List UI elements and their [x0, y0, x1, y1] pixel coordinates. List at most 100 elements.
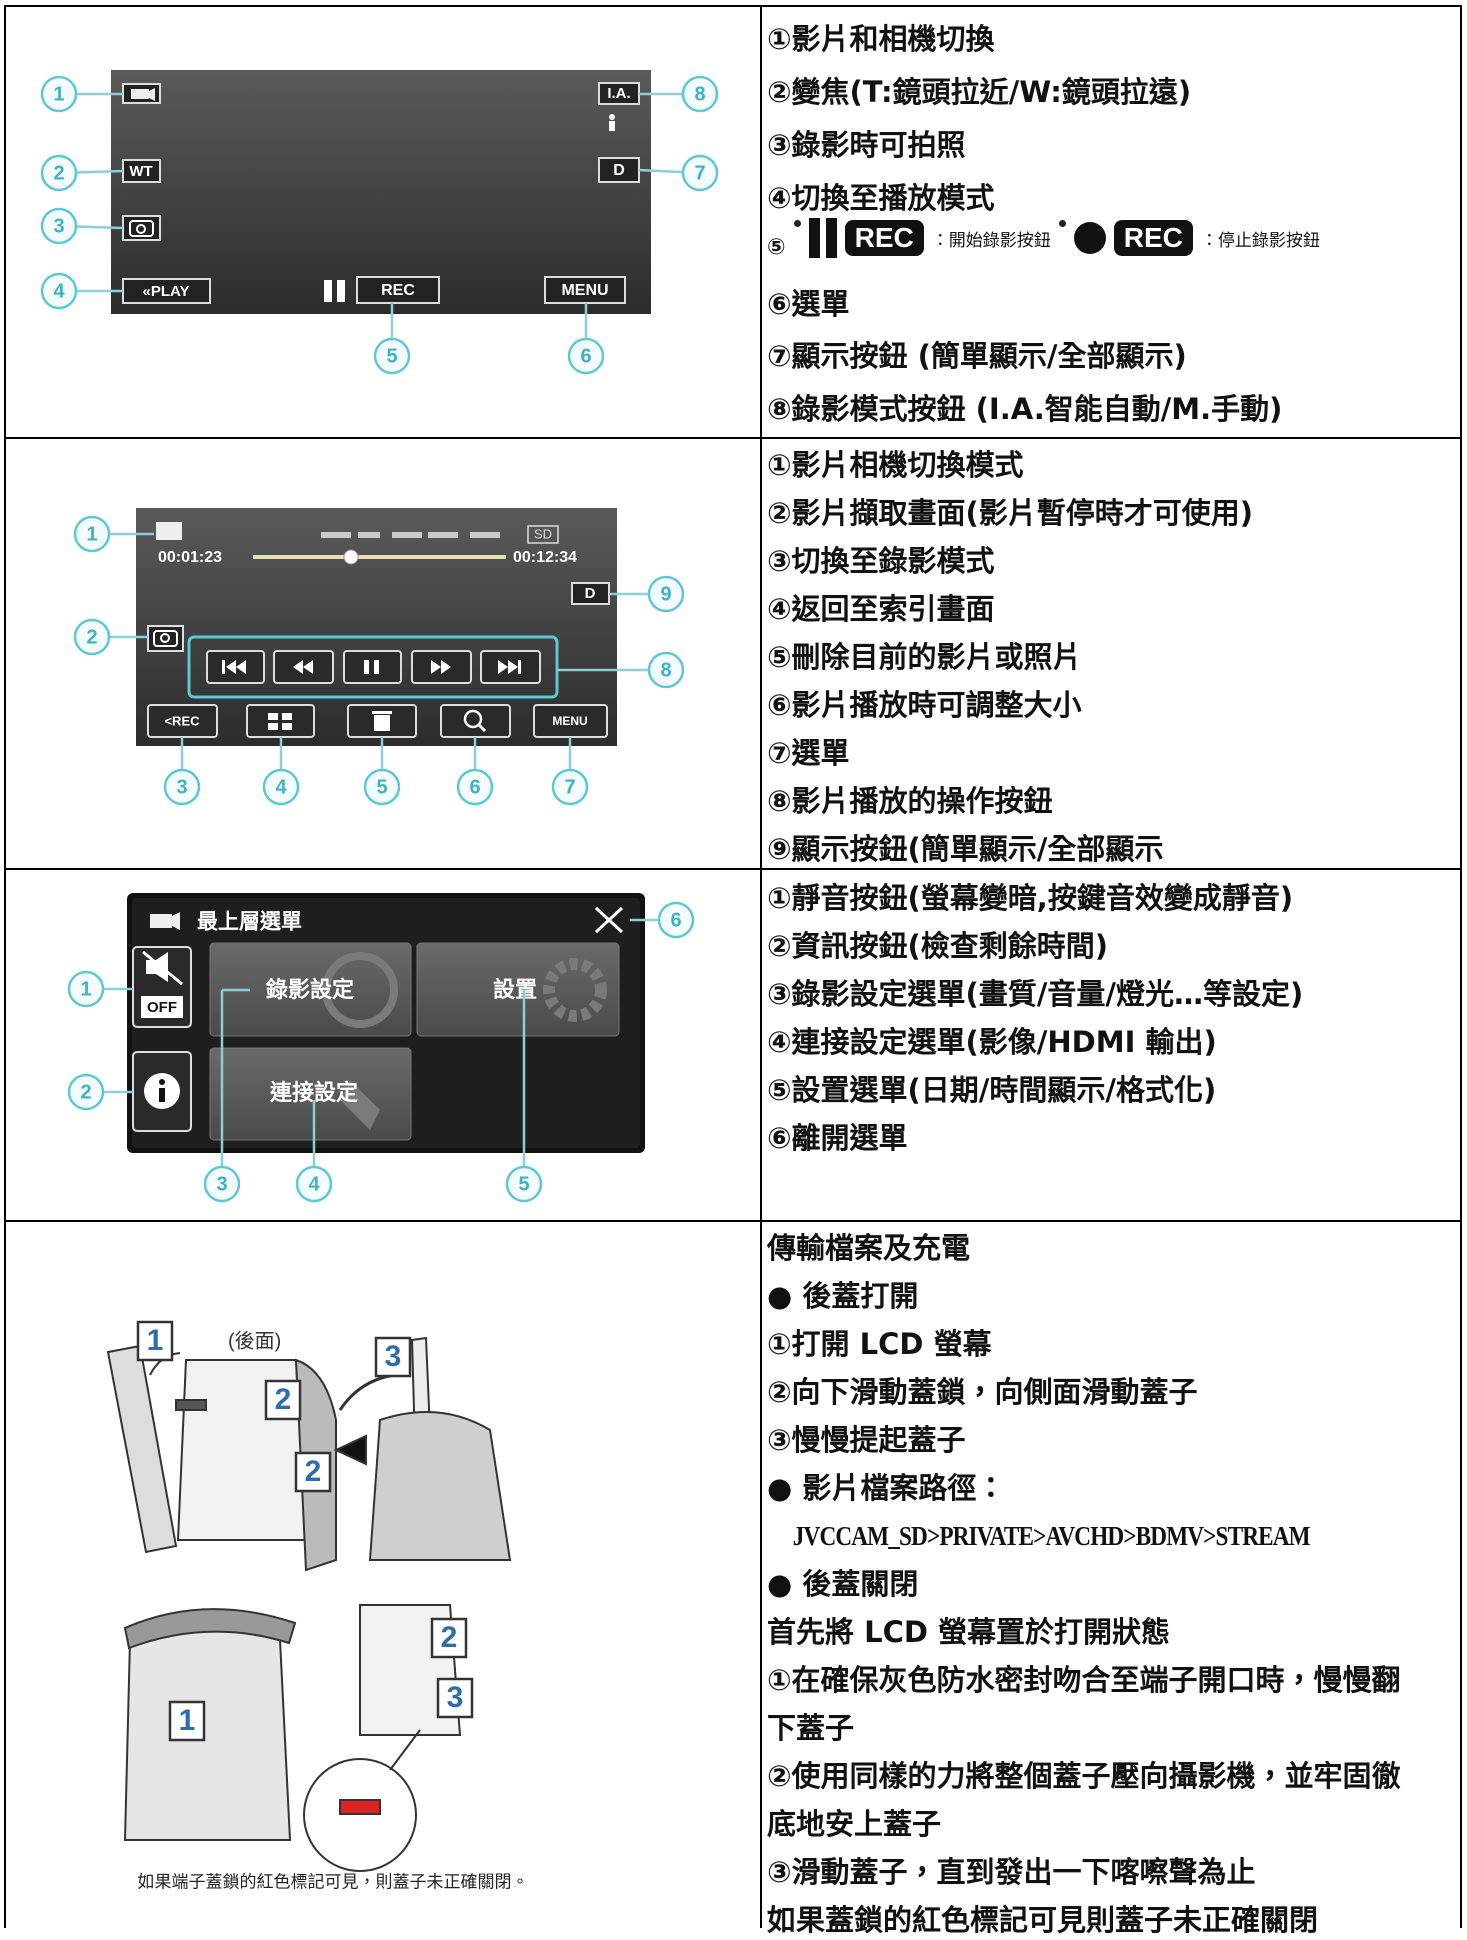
- callout-number: 6: [469, 776, 480, 798]
- callout-circle: [567, 337, 605, 375]
- callout-number: 1: [53, 83, 64, 105]
- callout-circle: [73, 515, 111, 553]
- item-text: ⑥影片播放時可調整大小: [767, 688, 1082, 722]
- callout-circle: [456, 768, 494, 806]
- zoom-label: WT: [129, 163, 152, 180]
- step-number: 2: [441, 1621, 458, 1654]
- callout-number: 4: [308, 1173, 320, 1195]
- step-box: [374, 1336, 412, 1378]
- callout-circle: [40, 75, 78, 113]
- item-text: ⑦選單: [767, 736, 850, 770]
- item-text: ⑧影片播放的操作按鈕: [767, 784, 1053, 818]
- callout-number: 2: [53, 162, 64, 184]
- callout-number: 5: [386, 345, 397, 367]
- rec-badge: REC: [1113, 220, 1193, 256]
- total-time: 00:12:34: [513, 549, 577, 566]
- rec-stop-text: ：停止錄影按鈕: [1200, 230, 1320, 251]
- play-label: «PLAY: [143, 283, 190, 300]
- rear-label: (後面): [228, 1329, 281, 1352]
- callout-number: 1: [80, 978, 91, 1000]
- item-text: ⑨顯示按鈕(簡單顯示/全部顯示: [767, 832, 1164, 866]
- display-label: D: [585, 585, 596, 602]
- callout-number: 7: [564, 776, 575, 798]
- step-box: [168, 1700, 206, 1742]
- item-text: 下蓋子: [767, 1711, 855, 1745]
- caption: 如果端子蓋鎖的紅色標記可見，則蓋子未正確關閉。: [138, 1872, 529, 1891]
- item-text: ⑥離開選單: [767, 1121, 908, 1155]
- item-text: 首先將 LCD 螢幕置於打開狀態: [767, 1615, 1171, 1649]
- media-label: SD: [534, 526, 552, 541]
- callout-circle: [40, 154, 78, 192]
- step-labels: 1 2 2 3 1 2 3: [136, 1320, 474, 1742]
- item-text: ①靜音按鈕(螢幕變暗,按鍵音效變成靜音): [767, 881, 1294, 915]
- rec-label: <REC: [164, 713, 200, 728]
- item-text: ①影片和相機切換: [767, 22, 995, 56]
- callout-number: 5: [518, 1173, 529, 1195]
- step-box: [436, 1677, 474, 1719]
- callout-number: 7: [694, 162, 705, 184]
- rec-label: REC: [381, 282, 415, 299]
- callout-number: 3: [216, 1173, 227, 1195]
- callout-circle: [647, 651, 685, 689]
- item-text: ②影片擷取畫面(影片暫停時才可使用): [767, 496, 1254, 530]
- record-icon: [1073, 222, 1106, 254]
- callout-circle: [647, 575, 685, 613]
- item-text: ①影片相機切換模式: [767, 448, 1024, 482]
- callout-number: 6: [580, 345, 591, 367]
- display-label: D: [613, 162, 625, 179]
- callout-number: 2: [86, 626, 97, 648]
- step-box: [430, 1617, 468, 1659]
- callout-circle: [363, 768, 401, 806]
- callout-number: 1: [86, 523, 97, 545]
- callout-number: 3: [176, 776, 187, 798]
- rec-button-item: ⑤ REC ：開始錄影按鈕 REC ：停止錄影按鈕: [767, 216, 1320, 260]
- item-text: ⑥選單: [767, 286, 850, 321]
- item-text: ⑤設置選單(日期/時間顯示/格式化): [767, 1073, 1217, 1107]
- item-text: ①在確保灰色防水密封吻合至端子開口時，慢慢翻: [767, 1663, 1401, 1697]
- rec-start-text: ：開始錄影按鈕: [931, 230, 1051, 251]
- item-text: 底地安上蓋子: [767, 1807, 942, 1841]
- table-grid: [4, 5, 1462, 1928]
- step-number: 1: [179, 1704, 196, 1737]
- mute-off-label: OFF: [147, 999, 177, 1016]
- callout-circle: [657, 901, 695, 939]
- item-text: ②向下滑動蓋鎖，向側面滑動蓋子: [767, 1375, 1198, 1409]
- step-number: 2: [275, 1383, 292, 1416]
- callout-circle: [67, 1073, 105, 1111]
- record-screen: WT «PLAY REC MENU I.A. D: [111, 70, 651, 314]
- setup-tile[interactable]: 設置: [493, 977, 537, 1002]
- callout-circle: [262, 768, 300, 806]
- item-text: 傳輸檔案及充電: [767, 1231, 971, 1265]
- item-text: ②使用同樣的力將整個蓋子壓向攝影機，並牢固徹: [767, 1759, 1401, 1793]
- item-text: ● 影片檔案路徑：: [767, 1471, 1006, 1505]
- item-text: ④連接設定選單(影像/HDMI 輸出): [767, 1025, 1217, 1059]
- callout-circle: [203, 1165, 241, 1203]
- callout-circle: [163, 768, 201, 806]
- bullet: [793, 220, 801, 227]
- callout-circle: [681, 154, 719, 192]
- item-text: JVCCAM_SD>PRIVATE>AVCHD>BDMV>STREAM: [792, 1521, 1311, 1551]
- step-box: [264, 1379, 302, 1421]
- elapsed-time: 00:01:23: [158, 549, 222, 566]
- callout-circle: [73, 618, 111, 656]
- item-text: ● 後蓋關閉: [767, 1567, 919, 1601]
- item-text: ③錄影時可拍照: [767, 127, 966, 162]
- callout-circle: [505, 1165, 543, 1203]
- callout-number: 9: [660, 583, 671, 605]
- item-text: ⑦顯示按鈕 (簡單顯示/全部顯示): [767, 339, 1187, 374]
- menu-label: MENU: [561, 282, 608, 299]
- callout-circle: [681, 75, 719, 113]
- callout-number: 4: [275, 776, 287, 798]
- item-text: 如果蓋鎖的紅色標記可見則蓋子未正確關閉: [767, 1903, 1319, 1937]
- record-settings-tile[interactable]: 錄影設定: [265, 977, 354, 1002]
- rec-badge: REC: [844, 220, 924, 256]
- callout-number: 4: [53, 280, 65, 302]
- item-text: ⑤刪除目前的影片或照片: [767, 640, 1082, 674]
- callout-circle: [295, 1165, 333, 1203]
- item-text: ①打開 LCD 螢幕: [767, 1327, 992, 1361]
- callout-number: 3: [53, 215, 64, 237]
- ia-label: I.A.: [607, 85, 630, 102]
